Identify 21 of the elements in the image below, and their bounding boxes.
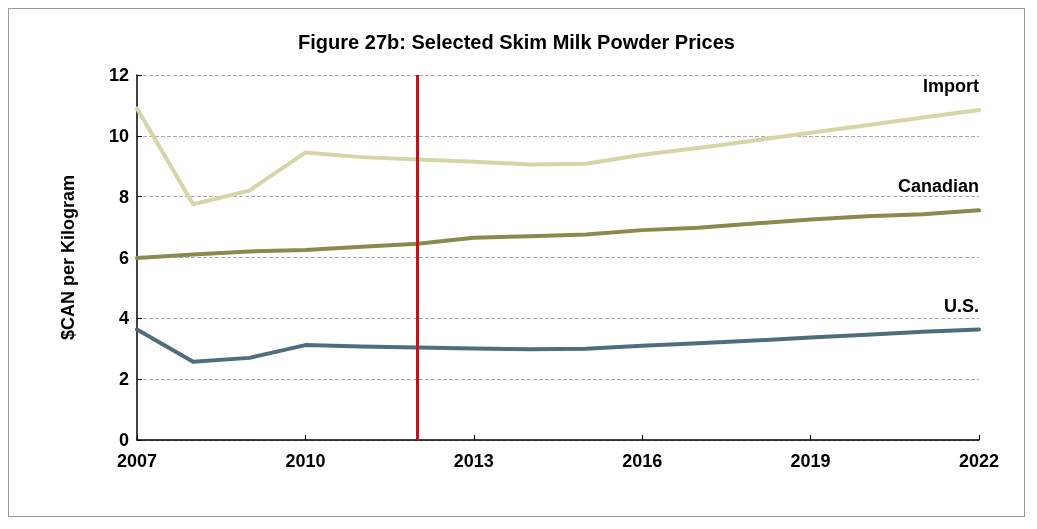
line-series bbox=[135, 208, 981, 261]
x-tick-label: 2019 bbox=[790, 451, 831, 471]
series-label: Canadian bbox=[897, 176, 979, 197]
chart-title: Figure 27b: Selected Skim Milk Powder Prices bbox=[298, 31, 735, 53]
y-tick-label: 10 bbox=[108, 125, 129, 146]
x-tick-label: 2013 bbox=[453, 451, 494, 471]
y-tick-label: 12 bbox=[108, 65, 129, 85]
y-tick-label: 8 bbox=[118, 186, 129, 207]
y-axis-title: $CAN per Kilogram bbox=[58, 174, 78, 341]
y-tick-label: 6 bbox=[118, 247, 129, 268]
x-tick-label: 2007 bbox=[116, 451, 158, 471]
line-series bbox=[135, 106, 981, 207]
series-label: U.S. bbox=[943, 295, 979, 316]
series-label: Import bbox=[923, 75, 979, 96]
x-tick-label: 2022 bbox=[958, 451, 1000, 471]
x-tick-label: 2010 bbox=[285, 451, 326, 471]
line-series bbox=[135, 327, 981, 364]
y-tick-label: 2 bbox=[118, 369, 129, 390]
y-tick-label: 4 bbox=[118, 308, 129, 329]
x-tick-label: 2016 bbox=[622, 451, 663, 471]
y-tick-label: 0 bbox=[118, 430, 129, 450]
